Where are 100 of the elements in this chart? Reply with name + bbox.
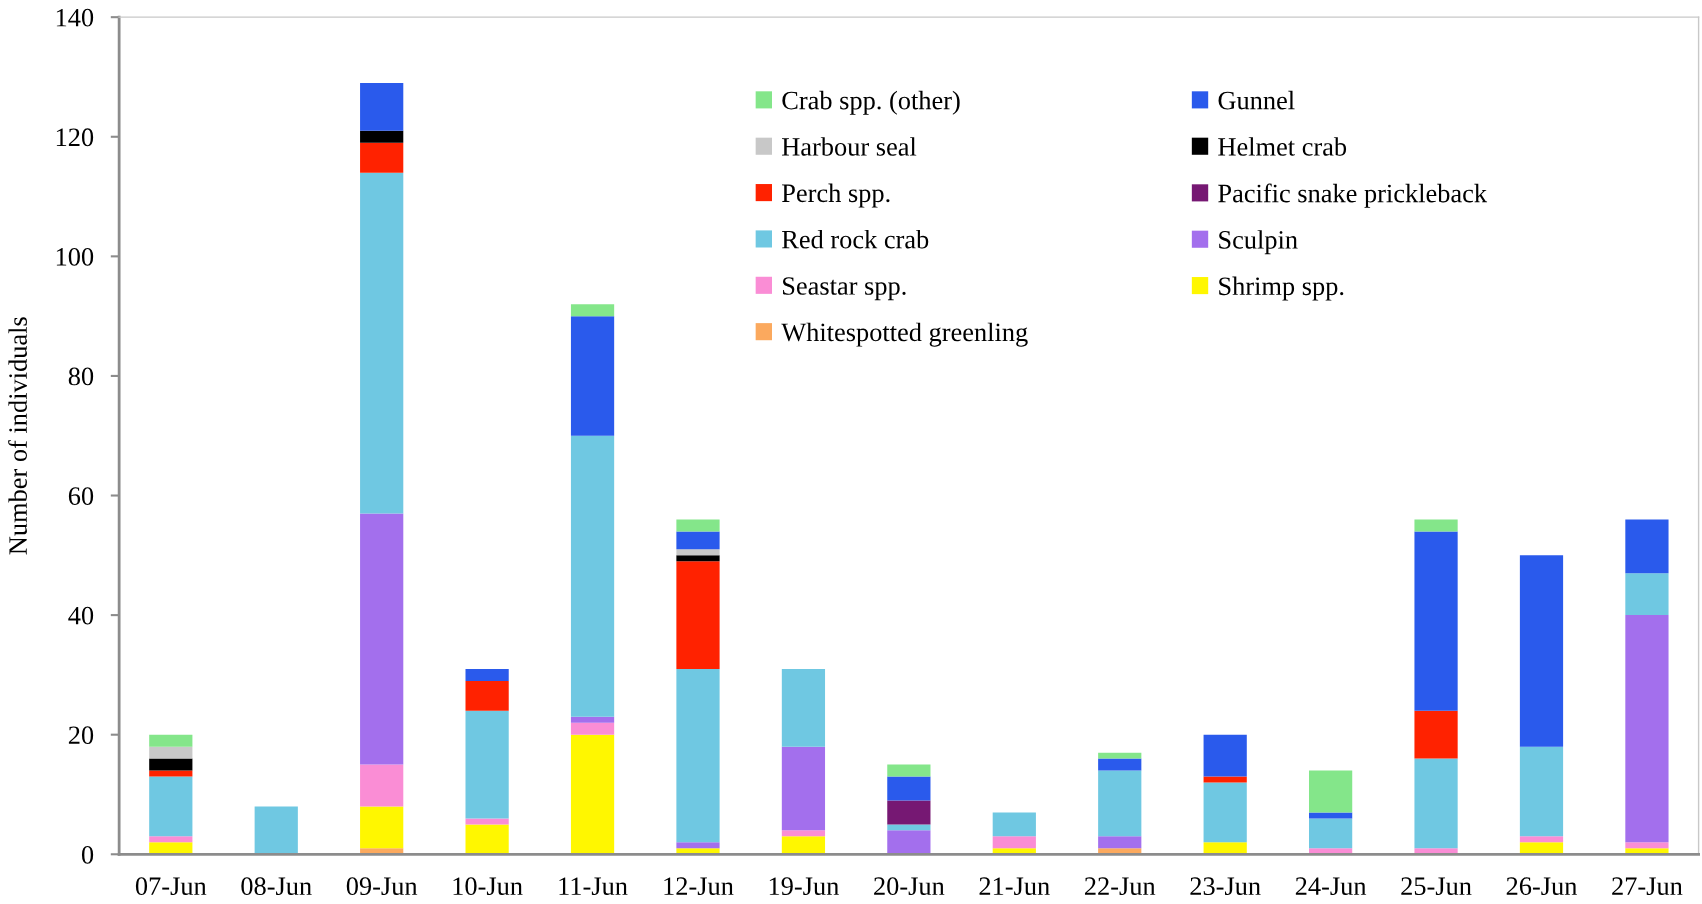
x-tick-label: 23-Jun bbox=[1190, 877, 1261, 896]
bar bbox=[149, 758, 193, 771]
bar bbox=[1414, 519, 1458, 532]
x-tick-label: 25-Jun bbox=[1401, 877, 1472, 896]
x-tick-label: 11-Jun bbox=[559, 877, 628, 896]
y-tick-label: 80 bbox=[68, 367, 94, 386]
bar bbox=[1309, 812, 1353, 819]
legend-label: Pacific snake prickleback bbox=[1218, 183, 1488, 208]
bar bbox=[149, 842, 193, 855]
bar bbox=[149, 836, 193, 843]
y-tick-label: 60 bbox=[68, 487, 94, 505]
legend-label: Helmet crab bbox=[1218, 137, 1347, 156]
bar bbox=[1414, 710, 1458, 759]
bar bbox=[781, 830, 826, 837]
y-tick-label: 140 bbox=[56, 8, 94, 27]
x-tick-label: 10-Jun bbox=[453, 877, 523, 896]
bar bbox=[360, 142, 404, 173]
legend-label: Gunnel bbox=[1218, 90, 1295, 110]
x-tick-label: 22-Jun bbox=[1084, 877, 1156, 896]
bar bbox=[1625, 615, 1669, 843]
x-tick-label: 12-Jun bbox=[664, 877, 734, 896]
bar bbox=[1203, 734, 1247, 777]
bar bbox=[1625, 519, 1669, 574]
bar bbox=[1519, 842, 1564, 855]
bar bbox=[1309, 770, 1353, 813]
bar bbox=[1203, 776, 1247, 783]
bar bbox=[676, 561, 720, 669]
bar bbox=[887, 824, 931, 831]
x-tick-label: 08-Jun bbox=[241, 877, 312, 896]
x-tick-label: 09-Jun bbox=[346, 877, 418, 896]
bar bbox=[887, 800, 931, 825]
bar bbox=[570, 734, 615, 855]
bar bbox=[465, 818, 509, 825]
bar bbox=[570, 316, 615, 436]
bar bbox=[149, 734, 193, 747]
bar bbox=[360, 806, 404, 849]
bar bbox=[781, 836, 826, 855]
legend-label: Red rock crab bbox=[782, 229, 929, 249]
bar bbox=[570, 716, 615, 723]
bar bbox=[1203, 842, 1247, 855]
bar bbox=[676, 842, 720, 849]
y-tick-label: 40 bbox=[68, 606, 94, 625]
y-tick-label: 120 bbox=[56, 128, 94, 147]
y-tick-label: 20 bbox=[68, 726, 94, 745]
bar bbox=[676, 549, 720, 556]
bar bbox=[1625, 842, 1669, 849]
y-tick-label: 100 bbox=[56, 247, 94, 266]
bar bbox=[1098, 758, 1142, 771]
bar bbox=[1098, 836, 1142, 849]
bar bbox=[992, 836, 1036, 849]
legend-label: Seastar spp. bbox=[783, 277, 906, 301]
legend-label: Shrimp spp. bbox=[1219, 276, 1344, 301]
bar bbox=[360, 172, 404, 514]
bar bbox=[887, 830, 931, 855]
bar bbox=[360, 513, 404, 765]
bar bbox=[360, 764, 404, 807]
bar bbox=[887, 764, 931, 777]
legend-label: Crab spp. (other) bbox=[782, 90, 960, 115]
bar bbox=[570, 722, 615, 735]
bar bbox=[781, 746, 826, 831]
x-tick-label: 19-Jun bbox=[769, 877, 839, 896]
bar bbox=[570, 435, 615, 717]
x-tick-label: 27-Jun bbox=[1612, 877, 1683, 896]
bar bbox=[149, 776, 193, 837]
x-tick-label: 07-Jun bbox=[135, 877, 207, 896]
bar bbox=[676, 531, 720, 550]
bar bbox=[676, 668, 720, 843]
bar bbox=[781, 668, 826, 747]
legend-label: Whitespotted greenling bbox=[781, 322, 1028, 347]
y-tick-label: 0 bbox=[81, 845, 94, 864]
bar bbox=[1519, 555, 1564, 747]
legend-label: Perch spp. bbox=[782, 183, 890, 208]
x-tick-label: 21-Jun bbox=[979, 877, 1050, 896]
bar bbox=[149, 746, 193, 759]
x-tick-label: 20-Jun bbox=[874, 877, 945, 896]
bar bbox=[1519, 836, 1564, 843]
bar bbox=[1519, 746, 1564, 837]
bar bbox=[149, 770, 193, 777]
bar bbox=[1098, 770, 1142, 837]
bar bbox=[465, 680, 509, 711]
bar bbox=[465, 710, 509, 819]
bar bbox=[676, 519, 720, 532]
bar bbox=[1414, 758, 1458, 849]
bar bbox=[465, 824, 509, 855]
bar bbox=[1203, 782, 1247, 843]
bar bbox=[254, 806, 298, 855]
bar bbox=[465, 668, 509, 681]
bar bbox=[360, 82, 404, 131]
bar bbox=[1098, 752, 1142, 759]
bar bbox=[887, 776, 931, 801]
bar bbox=[1414, 531, 1458, 711]
legend-label: Sculpin bbox=[1219, 230, 1298, 255]
bar bbox=[1309, 818, 1353, 849]
y-axis-title: Number of individuals bbox=[8, 317, 27, 555]
bar bbox=[570, 304, 615, 317]
bar bbox=[360, 130, 404, 143]
bar bbox=[1625, 573, 1669, 616]
legend-label: Harbour seal bbox=[782, 137, 917, 156]
x-tick-label: 24-Jun bbox=[1295, 877, 1367, 896]
x-tick-label: 26-Jun bbox=[1506, 877, 1578, 896]
